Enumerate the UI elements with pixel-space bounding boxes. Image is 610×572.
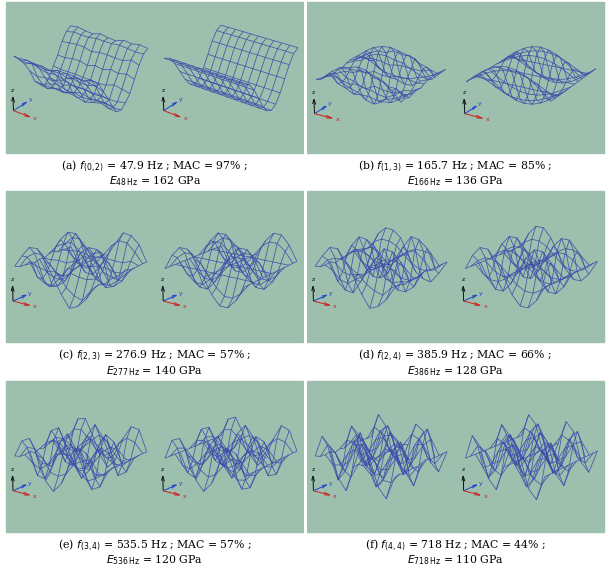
Text: $E_{718\,\mathrm{Hz}}$ = 110 GPa: $E_{718\,\mathrm{Hz}}$ = 110 GPa — [407, 554, 504, 567]
Text: $E_{277\,\mathrm{Hz}}$ = 140 GPa: $E_{277\,\mathrm{Hz}}$ = 140 GPa — [106, 364, 203, 378]
Text: $E_{166\,\mathrm{Hz}}$ = 136 GPa: $E_{166\,\mathrm{Hz}}$ = 136 GPa — [407, 174, 504, 188]
Text: (e) $f_{(3,4)}$ = 535.5 Hz ; MAC = 57% ;: (e) $f_{(3,4)}$ = 535.5 Hz ; MAC = 57% ; — [58, 538, 251, 553]
Text: (c) $f_{(2,3)}$ = 276.9 Hz ; MAC = 57% ;: (c) $f_{(2,3)}$ = 276.9 Hz ; MAC = 57% ; — [58, 348, 251, 363]
Text: (a) $f_{(0,2)}$ = 47.9 Hz ; MAC = 97% ;: (a) $f_{(0,2)}$ = 47.9 Hz ; MAC = 97% ; — [61, 158, 248, 174]
Text: $E_{536\,\mathrm{Hz}}$ = 120 GPa: $E_{536\,\mathrm{Hz}}$ = 120 GPa — [106, 554, 203, 567]
Text: (d) $f_{(2,4)}$ = 385.9 Hz ; MAC = 66% ;: (d) $f_{(2,4)}$ = 385.9 Hz ; MAC = 66% ; — [358, 348, 552, 363]
Text: (b) $f_{(1,3)}$ = 165.7 Hz ; MAC = 85% ;: (b) $f_{(1,3)}$ = 165.7 Hz ; MAC = 85% ; — [358, 158, 553, 174]
Text: $E_{386\,\mathrm{Hz}}$ = 128 GPa: $E_{386\,\mathrm{Hz}}$ = 128 GPa — [407, 364, 504, 378]
Text: (f) $f_{(4,4)}$ = 718 Hz ; MAC = 44% ;: (f) $f_{(4,4)}$ = 718 Hz ; MAC = 44% ; — [365, 538, 546, 553]
Text: $E_{48\,\mathrm{Hz}}$ = 162 GPa: $E_{48\,\mathrm{Hz}}$ = 162 GPa — [109, 174, 201, 188]
